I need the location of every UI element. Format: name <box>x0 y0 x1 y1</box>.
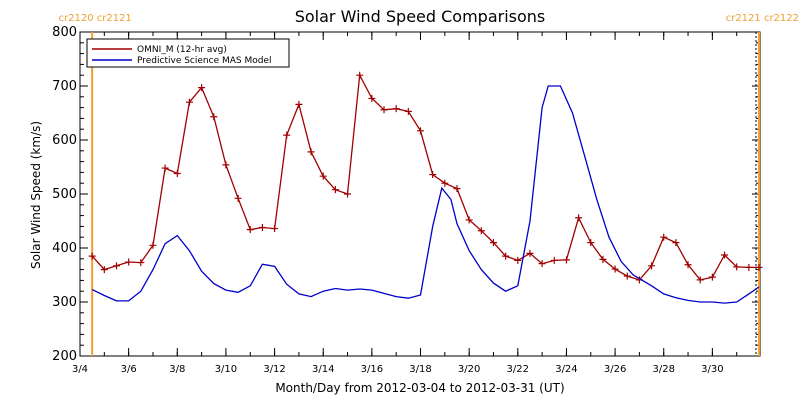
data-point <box>575 214 583 222</box>
y-tick-label: 500 <box>52 187 77 202</box>
data-point <box>672 239 680 247</box>
data-point <box>696 276 704 284</box>
data-point <box>526 249 534 257</box>
data-point <box>234 194 242 202</box>
x-tick-label: 3/30 <box>701 364 723 375</box>
data-point <box>441 179 449 187</box>
data-point <box>465 216 473 224</box>
x-tick-label: 3/20 <box>458 364 480 375</box>
y-tick-label: 400 <box>52 241 77 256</box>
x-tick-label: 3/16 <box>361 364 383 375</box>
data-point <box>392 105 400 113</box>
series-line-0 <box>91 72 759 281</box>
data-point <box>623 272 631 280</box>
y-tick-label: 800 <box>52 25 77 40</box>
data-point <box>453 185 461 193</box>
data-point <box>368 94 376 102</box>
x-tick-label: 3/26 <box>604 364 626 375</box>
data-point <box>404 107 412 115</box>
chart-title: Solar Wind Speed Comparisons <box>295 7 546 26</box>
carrington-label: cr2120 cr2121 <box>59 13 132 24</box>
x-axis-title: Month/Day from 2012-03-04 to 2012-03-31 … <box>275 381 564 395</box>
data-point <box>477 227 485 235</box>
legend-label-0: OMNI_M (12-hr avg) <box>137 45 227 55</box>
data-point <box>210 113 218 121</box>
data-point <box>708 273 716 281</box>
series-line-1 <box>91 85 760 304</box>
data-point <box>660 233 668 241</box>
data-point <box>684 261 692 269</box>
carrington-label: cr2121 cr2122 <box>726 13 799 24</box>
data-point <box>721 251 729 259</box>
data-point <box>417 127 425 135</box>
carrington-labels: cr2120 cr2121 cr2121 cr2122 <box>59 13 799 24</box>
data-point <box>185 98 193 106</box>
x-tick-label: 3/18 <box>409 364 431 375</box>
y-tick-label: 600 <box>52 133 77 148</box>
data-point <box>733 263 741 271</box>
data-point <box>331 186 339 194</box>
data-point <box>587 239 595 247</box>
data-point <box>271 225 279 233</box>
legend-label-1: Predictive Science MAS Model <box>137 56 272 66</box>
y-axis-title-group: Solar Wind Speed (km/s) <box>29 121 43 269</box>
data-point <box>125 258 133 266</box>
data-point <box>489 239 497 247</box>
data-point <box>550 256 558 264</box>
data-point <box>173 169 181 177</box>
data-point <box>648 262 656 270</box>
data-point <box>100 266 108 274</box>
data-point <box>112 262 120 270</box>
x-tick-label: 3/28 <box>652 364 674 375</box>
data-point <box>88 252 96 260</box>
x-tick-label: 3/4 <box>72 364 88 375</box>
x-tick-label: 3/10 <box>215 364 237 375</box>
data-point <box>429 171 437 179</box>
data-point <box>611 265 619 273</box>
data-point <box>161 164 169 172</box>
legend: OMNI_M (12-hr avg)Predictive Science MAS… <box>86 38 290 68</box>
y-axis-title: Solar Wind Speed (km/s) <box>29 121 43 269</box>
data-point <box>380 106 388 114</box>
y-tick-label: 700 <box>52 79 77 94</box>
data-point <box>198 84 206 92</box>
data-point <box>562 256 570 264</box>
data-point <box>599 255 607 263</box>
x-tick-label: 3/12 <box>263 364 285 375</box>
data-point <box>538 260 546 268</box>
plot-frame <box>79 31 761 357</box>
data-point <box>356 71 364 79</box>
data-point <box>307 148 315 156</box>
plot-area: 200 300 400 500 600 700 800 3/4 3/6 3/8 3/10 3/12 3/… <box>52 25 763 375</box>
data-point <box>502 252 510 260</box>
y-tick-label: 200 <box>52 349 77 364</box>
x-tick-label: 3/6 <box>121 364 137 375</box>
data-point <box>319 172 327 180</box>
data-point <box>755 263 763 271</box>
data-point <box>258 223 266 231</box>
data-point <box>137 259 145 267</box>
data-point <box>283 131 291 139</box>
data-point <box>295 100 303 108</box>
y-tick-label: 300 <box>52 295 77 310</box>
data-point <box>246 226 254 234</box>
data-point <box>745 263 753 271</box>
x-tick-label: 3/24 <box>555 364 577 375</box>
x-tick-label: 3/22 <box>507 364 529 375</box>
legend-box <box>86 38 290 68</box>
x-tick-label: 3/14 <box>312 364 334 375</box>
data-point <box>149 241 157 249</box>
data-point <box>514 256 522 264</box>
data-point <box>344 190 352 198</box>
data-point <box>222 161 230 169</box>
x-tick-label: 3/8 <box>169 364 185 375</box>
